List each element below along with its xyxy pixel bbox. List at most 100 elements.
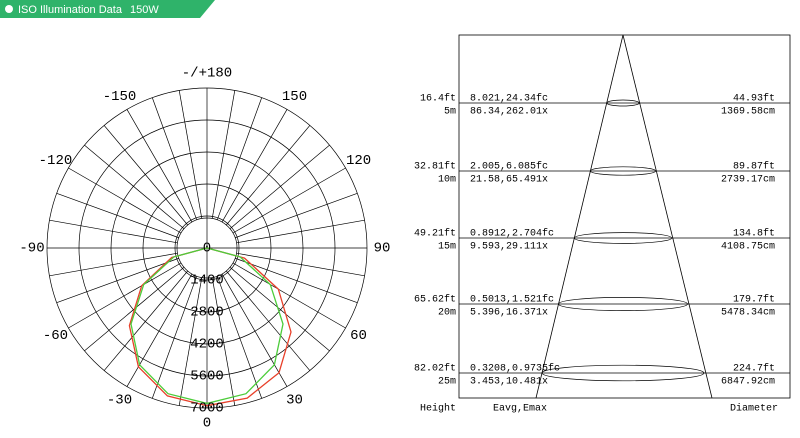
- header-bar: [0, 0, 215, 18]
- intensity-curve: [128, 247, 292, 407]
- angle-label: -150: [103, 89, 137, 105]
- height-ft: 16.4ft: [420, 93, 456, 105]
- angle-label: 150: [282, 89, 307, 105]
- intensity-curve: [130, 247, 284, 405]
- spoke: [226, 270, 311, 371]
- diameter-cm: 4108.75cm: [721, 242, 775, 253]
- illuminance-lx: 21.58,65.491x: [470, 175, 548, 186]
- spoke: [236, 219, 365, 244]
- spoke: [211, 277, 236, 406]
- angle-label: 30: [286, 392, 303, 408]
- spoke: [236, 252, 365, 277]
- spoke: [56, 192, 179, 239]
- spoke: [151, 97, 198, 220]
- beam-ellipse: [590, 166, 656, 176]
- spoke: [178, 277, 203, 406]
- cone-frame: [458, 34, 791, 399]
- spoke: [216, 276, 263, 399]
- spoke: [56, 257, 179, 304]
- height-m: 10m: [438, 175, 456, 186]
- spoke: [221, 109, 288, 223]
- illuminance-fc: 8.021,24.34fc: [470, 93, 548, 105]
- spoke: [235, 192, 358, 239]
- spoke: [68, 167, 182, 234]
- ring: [110, 151, 304, 345]
- r-tick-label: 7000: [190, 401, 224, 417]
- spoke: [151, 276, 198, 399]
- header-icon: [5, 5, 13, 13]
- ring: [142, 183, 272, 313]
- diameter-cm: 2739.17cm: [721, 175, 775, 186]
- inner-ring: [176, 217, 238, 279]
- height-m: 25m: [438, 377, 456, 388]
- footer-diameter: Diameter: [730, 403, 778, 415]
- spoke: [235, 257, 358, 304]
- r-tick-label: 0: [203, 241, 211, 257]
- r-tick-label: 2800: [190, 305, 224, 321]
- height-ft: 82.02ft: [414, 363, 456, 375]
- ring: [174, 215, 240, 281]
- angle-label: -/+180: [182, 66, 232, 82]
- spoke: [211, 90, 236, 219]
- beam-ellipse: [606, 99, 640, 107]
- beam-ellipse: [541, 364, 705, 382]
- diameter-ft: 44.93ft: [733, 93, 775, 105]
- spoke: [49, 219, 178, 244]
- height-m: 20m: [438, 308, 456, 319]
- spoke: [68, 262, 182, 329]
- illuminance-fc: 0.5013,1.521fc: [470, 294, 554, 306]
- spoke: [226, 125, 311, 226]
- illuminance-fc: 0.3208,0.9735fc: [470, 363, 560, 375]
- angle-label: 120: [346, 153, 371, 169]
- angle-label: -60: [43, 328, 68, 344]
- diameter-cm: 1369.58cm: [721, 107, 775, 118]
- cone-edge: [535, 34, 624, 399]
- spoke: [103, 125, 188, 226]
- angle-label: 0: [203, 416, 211, 432]
- spoke: [229, 267, 330, 352]
- spoke: [126, 109, 193, 223]
- spoke: [221, 273, 288, 387]
- angle-label: -120: [39, 153, 73, 169]
- r-tick-label: 5600: [190, 369, 224, 385]
- r-tick-label: 4200: [190, 337, 224, 353]
- spoke: [232, 167, 346, 234]
- diameter-ft: 134.8ft: [733, 228, 775, 240]
- beam-ellipse: [573, 232, 673, 244]
- spoke: [49, 252, 178, 277]
- footer-values: Eavg,Emax: [493, 404, 547, 415]
- r-tick-label: 1400: [190, 273, 224, 289]
- cone-edge: [622, 34, 713, 399]
- angle-label: 60: [350, 328, 367, 344]
- height-m: 5m: [444, 107, 456, 118]
- height-ft: 65.62ft: [414, 294, 456, 306]
- illuminance-lx: 5.396,16.371x: [470, 308, 548, 319]
- illuminance-lx: 9.593,29.111x: [470, 242, 548, 253]
- header-power: 150W: [130, 4, 159, 16]
- spoke: [178, 90, 203, 219]
- illuminance-fc: 2.005,6.085fc: [470, 161, 548, 173]
- spoke: [84, 144, 185, 229]
- spoke: [126, 273, 193, 387]
- ring: [78, 119, 336, 377]
- header-title: ISO Illumination Data: [18, 4, 123, 16]
- beam-ellipse: [558, 297, 688, 311]
- illuminance-lx: 3.453,10.481x: [470, 377, 548, 388]
- diameter-cm: 5478.34cm: [721, 308, 775, 319]
- angle-label: -30: [107, 392, 132, 408]
- ring: [46, 87, 368, 409]
- spoke: [216, 97, 263, 220]
- spoke: [232, 262, 346, 329]
- diameter-ft: 179.7ft: [733, 294, 775, 306]
- height-m: 15m: [438, 242, 456, 253]
- illuminance-fc: 0.8912,2.704fc: [470, 228, 554, 240]
- height-ft: 32.81ft: [414, 161, 456, 173]
- angle-label: 90: [374, 241, 391, 257]
- diameter-ft: 224.7ft: [733, 363, 775, 375]
- diameter-cm: 6847.92cm: [721, 377, 775, 388]
- spoke: [103, 270, 188, 371]
- angle-label: -90: [19, 241, 44, 257]
- illuminance-lx: 86.34,262.01x: [470, 107, 548, 118]
- diameter-ft: 89.87ft: [733, 161, 775, 173]
